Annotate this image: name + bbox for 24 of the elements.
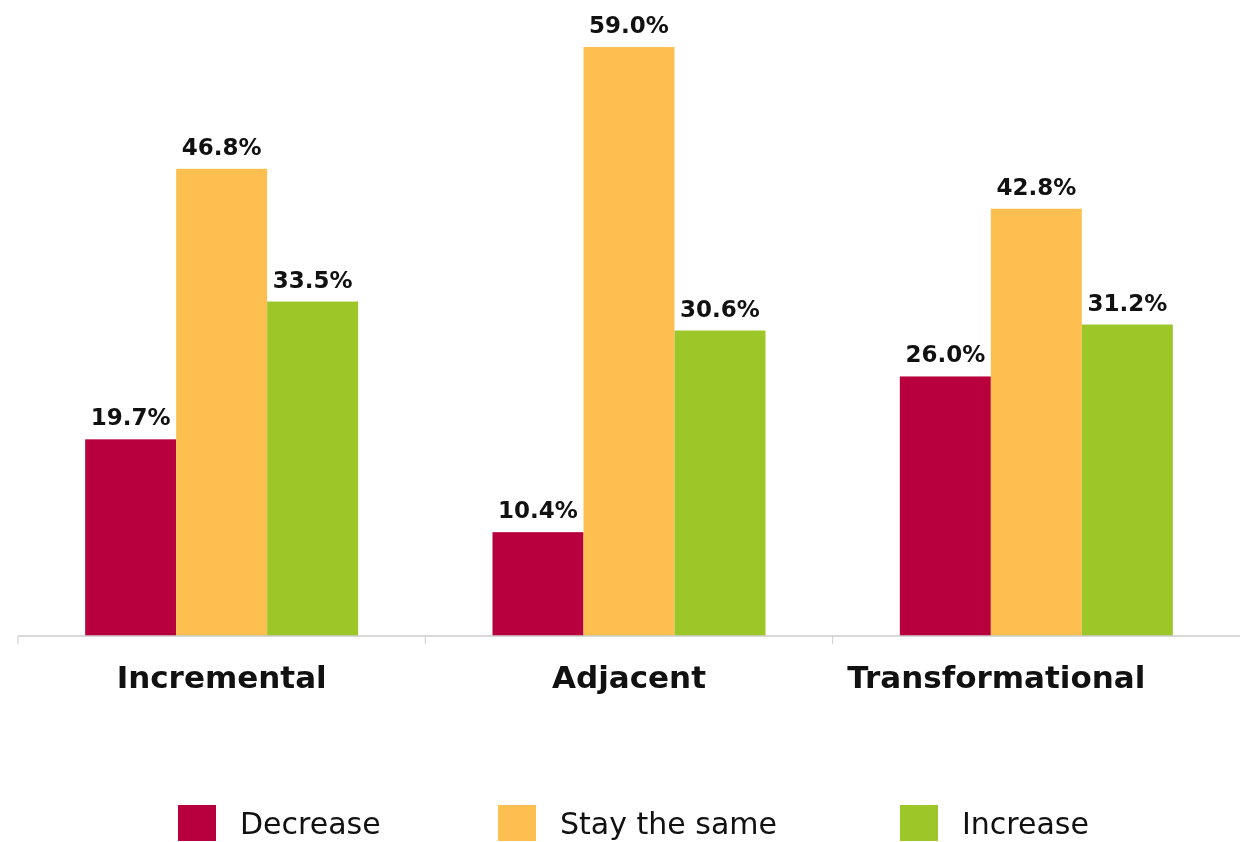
bar [583,47,675,636]
bar [899,376,991,636]
data-label: 19.7% [90,404,171,431]
legend-label: Decrease [240,806,381,841]
x-tick-label: Incremental [116,659,327,695]
bar [176,168,268,636]
data-label: 31.2% [1087,289,1168,316]
data-label: 26.0% [905,341,986,368]
data-label: 33.5% [272,266,353,293]
data-label: 59.0% [589,12,669,38]
data-label: 42.8% [996,173,1077,200]
data-label: 30.6% [680,295,760,322]
legend-label: Increase [962,806,1089,841]
bar [990,208,1082,636]
data-label: 46.8% [181,133,262,160]
bar [674,330,766,636]
x-tick-label: Adjacent [551,659,707,695]
data-label: 10.4% [498,497,578,524]
bar [85,439,177,636]
legend-label: Stay the same [560,806,777,841]
bar [492,532,584,636]
bar [267,301,359,636]
bar [1081,324,1173,636]
x-tick-label: Transformational [847,659,1146,695]
